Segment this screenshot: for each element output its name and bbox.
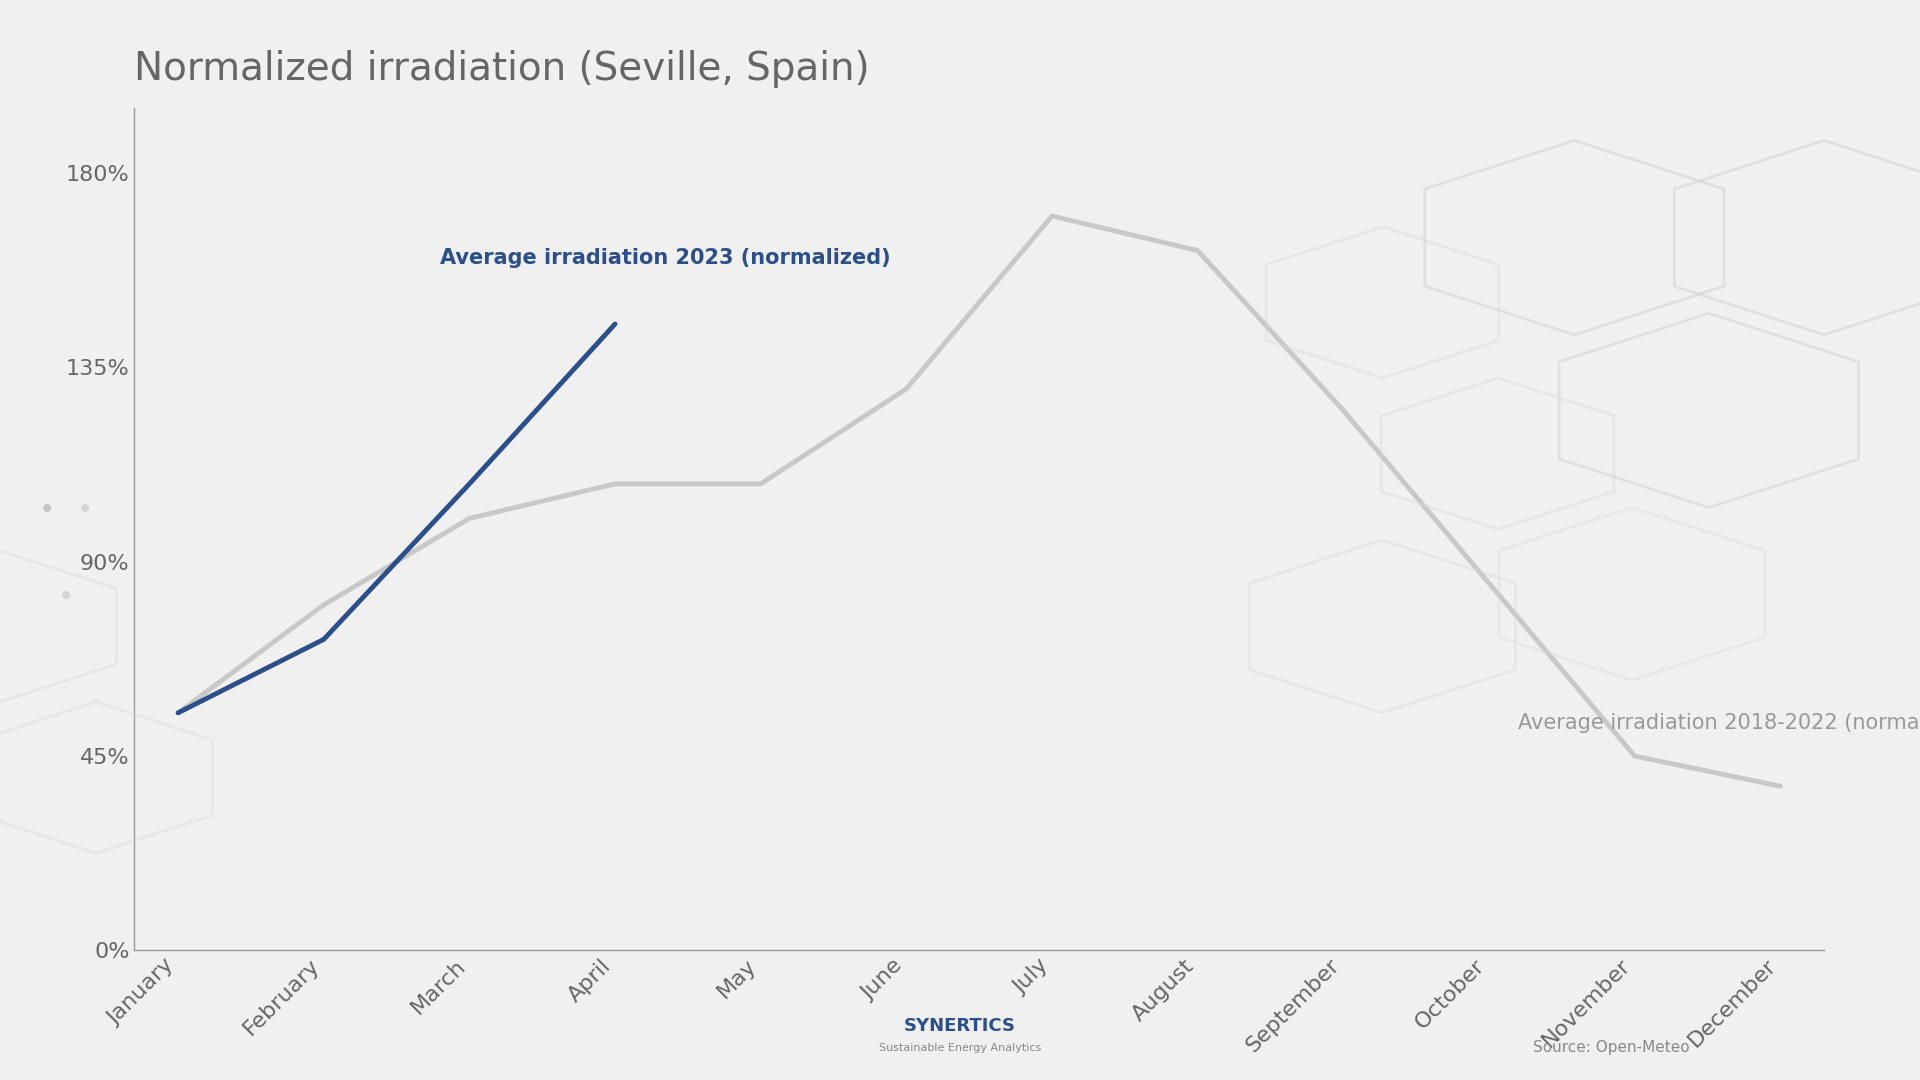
Text: •: • (58, 583, 73, 611)
Text: Source: Open-Meteo: Source: Open-Meteo (1532, 1040, 1690, 1055)
Text: •: • (77, 497, 92, 525)
Text: Sustainable Energy Analytics: Sustainable Energy Analytics (879, 1042, 1041, 1053)
Text: Normalized irradiation (Seville, Spain): Normalized irradiation (Seville, Spain) (134, 51, 870, 89)
Text: Average irradiation 2023 (normalized): Average irradiation 2023 (normalized) (440, 247, 891, 268)
Text: SYNERTICS: SYNERTICS (904, 1017, 1016, 1035)
Text: •: • (38, 497, 54, 525)
Text: Average irradiation 2018-2022 (normalized): Average irradiation 2018-2022 (normalize… (1519, 713, 1920, 733)
